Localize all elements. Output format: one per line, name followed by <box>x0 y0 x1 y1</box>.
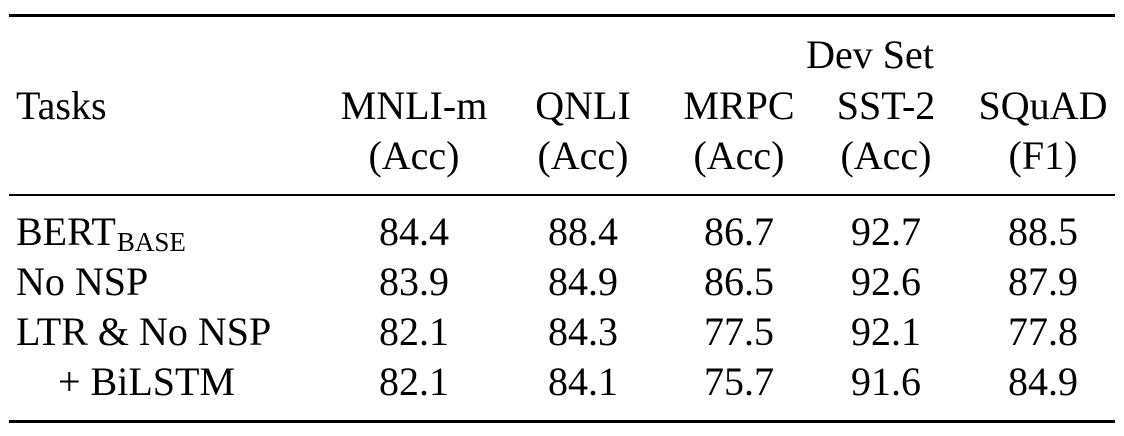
row-label-subscript: BASE <box>116 227 186 257</box>
row-label-bert-base: BERTBASE <box>16 209 186 258</box>
table-cell: 91.6 <box>851 359 921 404</box>
table-cell: 83.9 <box>379 259 449 304</box>
column-metric-mrpc: (Acc) <box>693 133 785 178</box>
table-cell: 87.9 <box>1008 259 1078 304</box>
tasks-header: Tasks <box>16 83 107 128</box>
table-cell: 84.9 <box>548 259 618 304</box>
table-cell: 88.4 <box>548 209 618 254</box>
table-cell: 92.1 <box>851 309 921 354</box>
column-header-squad: SQuAD <box>978 83 1108 128</box>
table-cell: 84.4 <box>379 209 449 254</box>
column-metric-squad: (F1) <box>1008 133 1078 178</box>
column-header-mrpc: MRPC <box>683 83 795 128</box>
column-metric-sst2: (Acc) <box>840 133 932 178</box>
table-cell: 86.5 <box>704 259 774 304</box>
table-cell: 82.1 <box>379 309 449 354</box>
bottom-rule <box>9 420 1115 423</box>
table-cell: 84.1 <box>548 359 618 404</box>
table-cell: 92.6 <box>851 259 921 304</box>
column-header-qnli: QNLI <box>535 83 631 128</box>
header-rule <box>9 194 1115 196</box>
top-rule <box>9 14 1115 17</box>
row-label-bilstm: + BiLSTM <box>58 359 236 404</box>
table-cell: 75.7 <box>704 359 774 404</box>
table-cell: 92.7 <box>851 209 921 254</box>
column-metric-qnli: (Acc) <box>537 133 629 178</box>
table-cell: 77.8 <box>1008 309 1078 354</box>
table-cell: 84.9 <box>1008 359 1078 404</box>
column-header-mnli: MNLI-m <box>340 83 488 128</box>
table-cell: 86.7 <box>704 209 774 254</box>
column-metric-mnli: (Acc) <box>368 133 460 178</box>
table-cell: 84.3 <box>548 309 618 354</box>
column-header-sst2: SST-2 <box>836 83 936 128</box>
table-cell: 82.1 <box>379 359 449 404</box>
row-label-ltr-no-nsp: LTR & No NSP <box>16 309 272 354</box>
table-cell: 77.5 <box>704 309 774 354</box>
table-cell: 88.5 <box>1008 209 1078 254</box>
row-label-no-nsp: No NSP <box>16 259 149 304</box>
